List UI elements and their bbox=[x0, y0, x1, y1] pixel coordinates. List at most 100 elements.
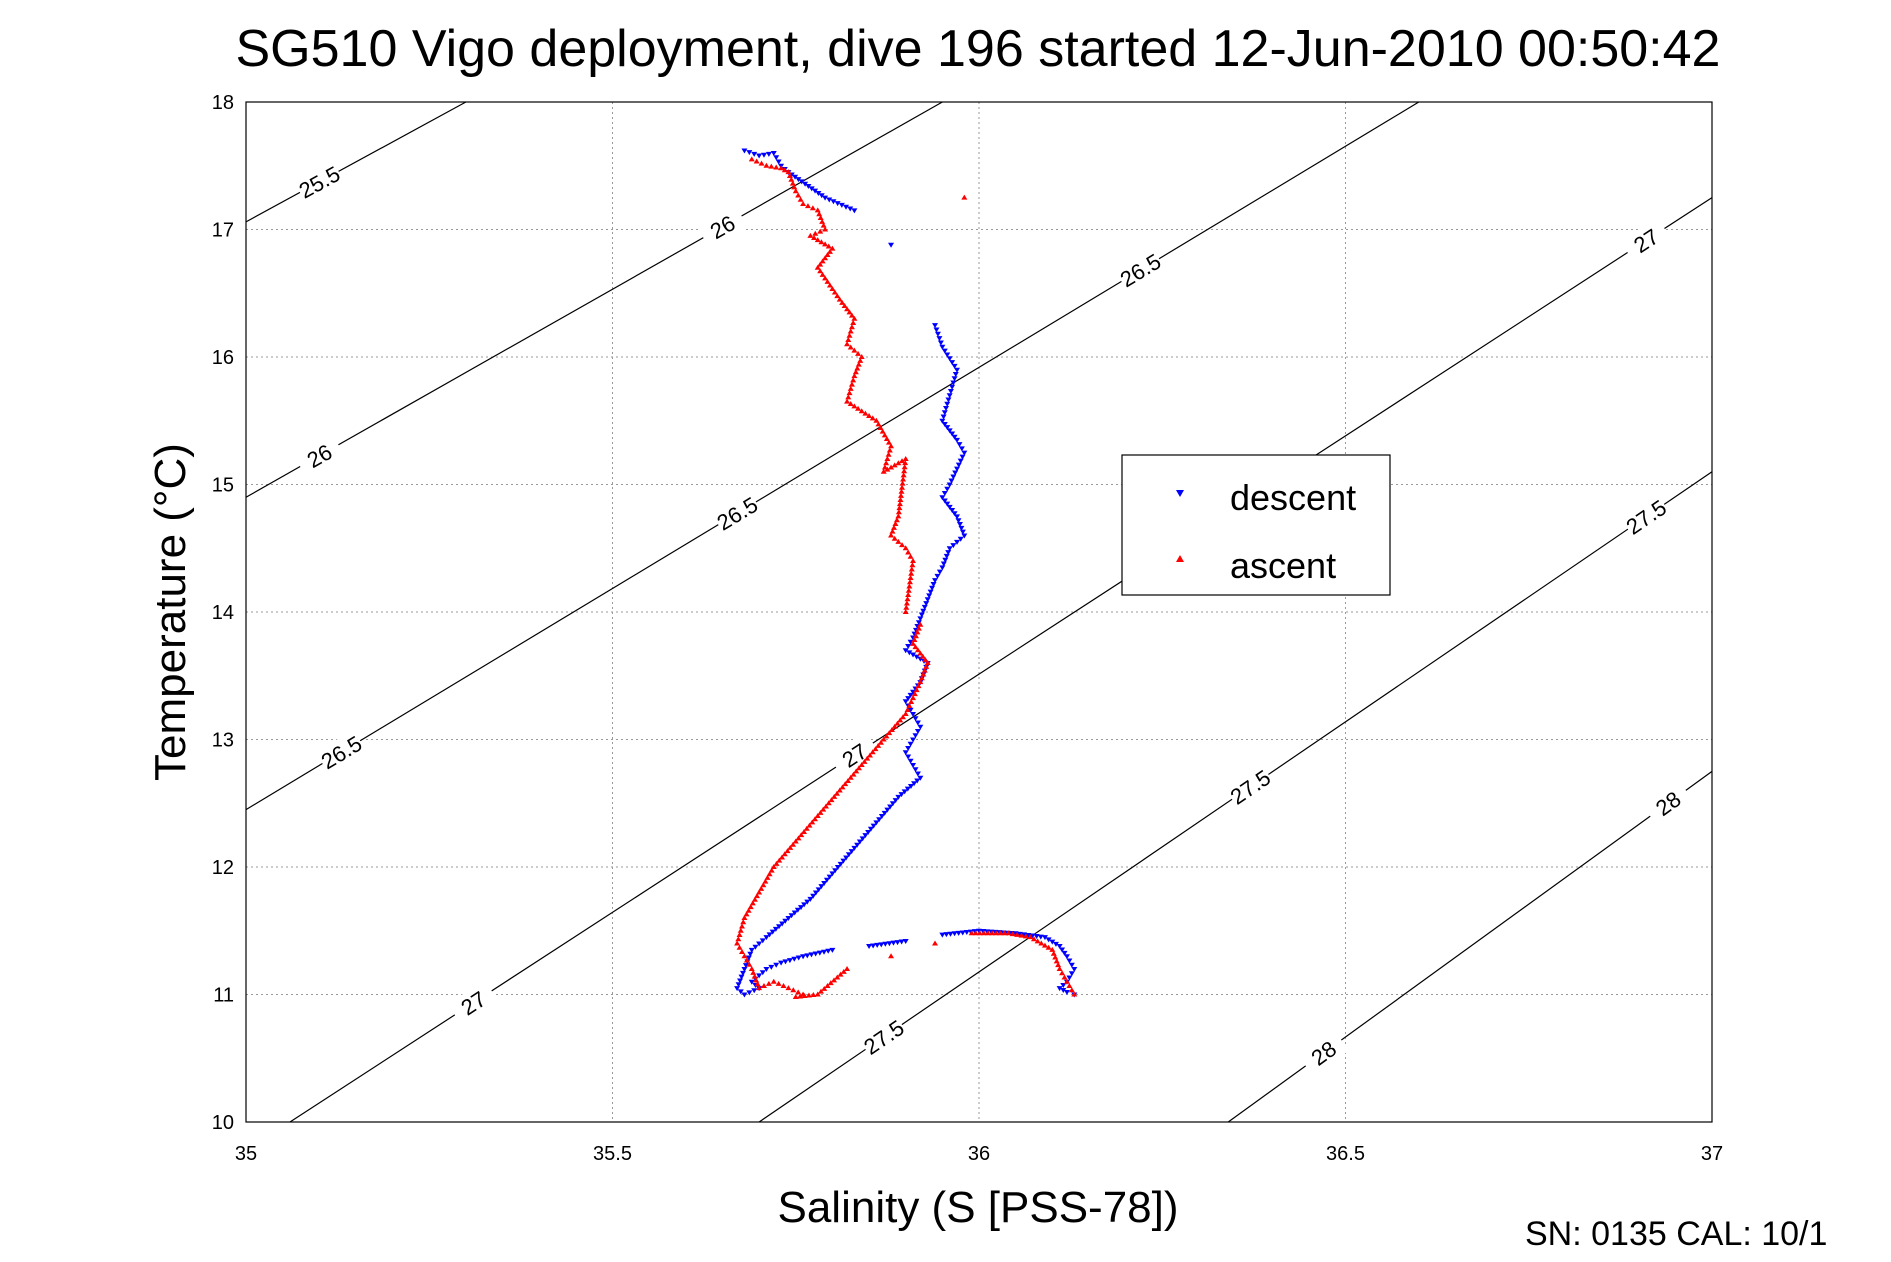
ascent-point bbox=[900, 476, 907, 482]
contour-label: 28 bbox=[1642, 779, 1694, 827]
ascent-point bbox=[762, 878, 769, 884]
ascent-point bbox=[801, 993, 808, 999]
descent-point bbox=[746, 990, 753, 996]
descent-point bbox=[905, 754, 912, 760]
descent-point bbox=[801, 902, 808, 908]
descent-point bbox=[856, 839, 863, 845]
descent-point bbox=[947, 389, 954, 394]
descent-point bbox=[808, 186, 815, 192]
ascent-point bbox=[814, 264, 821, 270]
descent-point bbox=[912, 733, 919, 739]
descent-point bbox=[837, 861, 844, 867]
ascent-point bbox=[866, 752, 873, 758]
ascent-point bbox=[751, 973, 758, 979]
descent-point bbox=[818, 884, 825, 890]
ascent-point bbox=[844, 966, 851, 971]
ascent-point bbox=[829, 286, 836, 291]
descent-point bbox=[742, 963, 749, 969]
contour-label-text: 27.5 bbox=[1622, 495, 1671, 540]
ascent-point bbox=[741, 953, 748, 959]
descent-point bbox=[894, 940, 901, 946]
ascent-point bbox=[912, 633, 919, 639]
ascent-point bbox=[875, 742, 882, 748]
ascent-point bbox=[851, 403, 858, 409]
ascent-point bbox=[812, 230, 819, 236]
ascent-point bbox=[738, 949, 745, 954]
descent-point bbox=[845, 852, 852, 858]
ascent-point bbox=[736, 932, 743, 937]
contour-label: 27.5 bbox=[858, 1013, 910, 1061]
ascent-point bbox=[885, 451, 892, 457]
ascent-point bbox=[1071, 991, 1078, 997]
descent-point bbox=[826, 197, 833, 203]
ascent-point bbox=[997, 930, 1004, 936]
ascent-point bbox=[753, 977, 760, 983]
descent-point bbox=[745, 955, 752, 961]
descent-point bbox=[818, 193, 825, 199]
descent-point bbox=[937, 340, 944, 346]
ascent-point bbox=[738, 923, 745, 929]
descent-point bbox=[907, 758, 914, 764]
ascent-point bbox=[884, 456, 891, 461]
ascent-point bbox=[817, 809, 824, 815]
descent-point bbox=[955, 930, 962, 936]
ascent-point bbox=[891, 535, 898, 541]
ascent-point bbox=[803, 825, 810, 831]
descent-point bbox=[939, 418, 946, 424]
descent-point bbox=[843, 855, 850, 861]
ascent-point bbox=[908, 699, 915, 705]
descent-point bbox=[944, 486, 951, 492]
ascent-point bbox=[912, 644, 919, 650]
descent-point bbox=[826, 874, 833, 880]
ascent-point bbox=[826, 248, 833, 254]
descent-point bbox=[788, 913, 795, 919]
descent-point bbox=[955, 462, 962, 468]
descent-point bbox=[748, 947, 755, 953]
ascent-point bbox=[853, 768, 860, 774]
descent-point bbox=[797, 905, 804, 911]
descent-point bbox=[902, 648, 909, 654]
descent-point bbox=[910, 737, 917, 743]
ascent-point bbox=[888, 953, 895, 959]
ascent-point bbox=[904, 596, 911, 602]
descent-point bbox=[914, 778, 921, 784]
ascent-point bbox=[880, 736, 887, 742]
descent-point bbox=[843, 204, 850, 210]
ascent-point bbox=[903, 604, 910, 610]
ascent-point bbox=[850, 320, 857, 325]
ascent-point bbox=[800, 201, 807, 206]
ascent-point bbox=[888, 726, 895, 732]
ascent-point bbox=[1030, 936, 1037, 942]
ascent-point bbox=[792, 994, 799, 1000]
descent-point bbox=[816, 950, 823, 956]
ascent-point bbox=[1009, 931, 1016, 937]
ascent-point bbox=[1050, 950, 1057, 956]
descent-point bbox=[902, 699, 909, 705]
contour-line bbox=[245, 101, 467, 223]
ascent-point bbox=[788, 176, 795, 182]
ascent-point bbox=[1041, 942, 1048, 948]
x-tick-label: 37 bbox=[1701, 1143, 1723, 1165]
ascent-point bbox=[906, 579, 913, 585]
ascent-point bbox=[858, 762, 865, 767]
ascent-point bbox=[899, 484, 906, 490]
descent-point bbox=[782, 959, 789, 965]
ascent-point bbox=[792, 838, 799, 844]
ascent-point bbox=[764, 874, 771, 880]
contour-label-text: 26.5 bbox=[1116, 249, 1166, 293]
ascent-point bbox=[932, 940, 939, 946]
ascent-point bbox=[1038, 940, 1045, 946]
descent-point bbox=[917, 616, 924, 622]
descent-point bbox=[939, 495, 946, 501]
ascent-point bbox=[798, 832, 805, 838]
ascent-point bbox=[972, 930, 979, 936]
ascent-point bbox=[814, 237, 821, 243]
ascent-point bbox=[1027, 934, 1034, 940]
ascent-point bbox=[900, 472, 907, 478]
ascent-point bbox=[797, 993, 804, 999]
descent-point bbox=[840, 858, 847, 864]
descent-point bbox=[951, 931, 958, 937]
descent-point bbox=[866, 944, 873, 950]
ascent-point bbox=[839, 784, 846, 790]
descent-point bbox=[830, 199, 837, 205]
